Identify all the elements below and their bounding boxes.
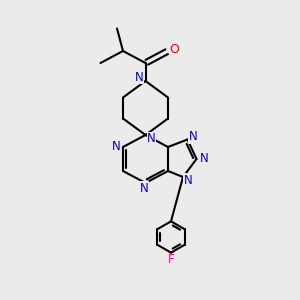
Text: N: N — [135, 71, 144, 84]
Text: O: O — [170, 43, 179, 56]
Text: N: N — [147, 132, 156, 145]
Text: N: N — [184, 173, 193, 187]
Text: N: N — [188, 130, 197, 143]
Text: N: N — [140, 182, 148, 195]
Text: N: N — [200, 152, 208, 166]
Text: N: N — [112, 140, 121, 154]
Text: F: F — [168, 253, 174, 266]
